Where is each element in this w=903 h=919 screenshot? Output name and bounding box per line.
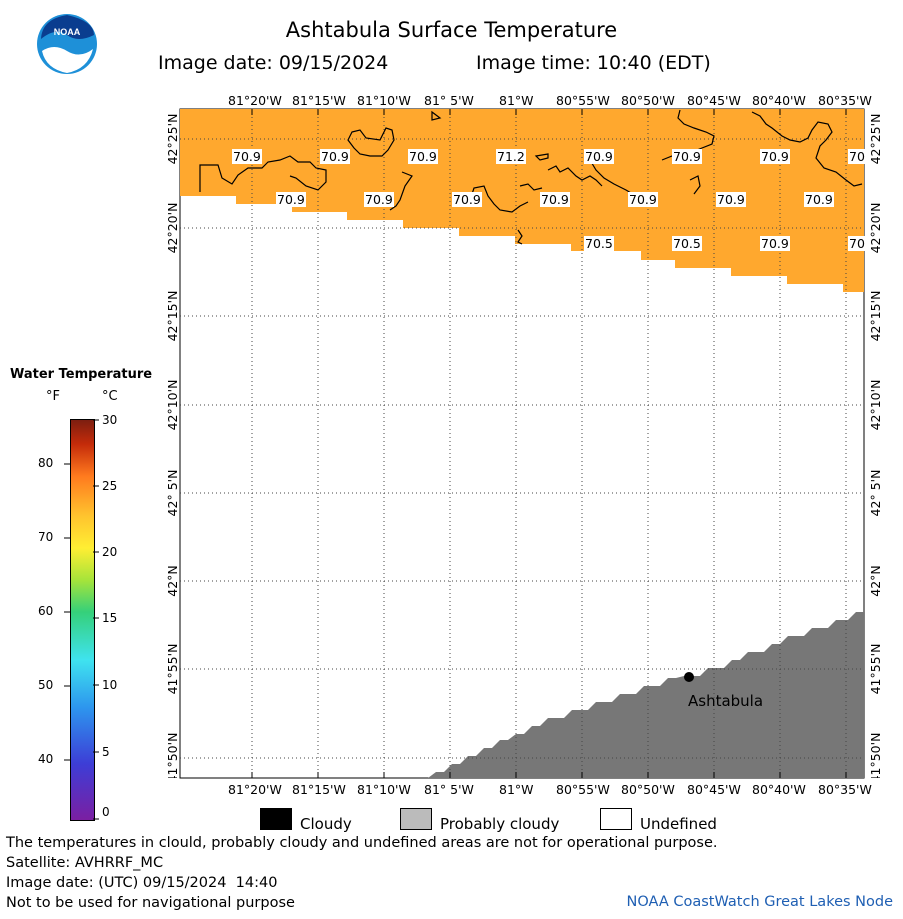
bottom-lon-label: 80°55'W (556, 782, 610, 797)
lat-labels-right-svg: 42°25'N 42°20'N 42°15'N 42°10'N 42° 5'N … (868, 114, 883, 784)
temp-label: 70.9 (232, 149, 262, 164)
temp-label: 71.2 (496, 149, 526, 164)
temp-label: 70.9 (584, 149, 614, 164)
undefined-label: Undefined (640, 815, 717, 833)
lat-labels-right: 42°25'N 42°20'N 42°15'N 42°10'N 42° 5'N … (866, 109, 884, 784)
image-time-label: Image time: 10:40 (EDT) (476, 52, 711, 74)
scale-ticks (64, 419, 99, 821)
temp-label: 70 (848, 236, 866, 251)
logo-text: NOAA (54, 27, 81, 37)
top-lon-label: 80°35'W (818, 93, 872, 108)
navigation-warning: Not to be used for navigational purpose (6, 895, 295, 911)
f-tick-70: 70 (38, 530, 54, 544)
f-tick-50: 50 (38, 678, 54, 692)
c-tick-10: 10 (102, 678, 118, 692)
temp-label: 70.9 (716, 192, 746, 207)
lat-label-left: 42°20'N (165, 203, 180, 254)
top-lon-label: 81°15'W (292, 93, 346, 108)
bottom-lon-label: 80°35'W (818, 782, 872, 797)
land-region (428, 612, 864, 778)
probably-cloudy-label: Probably cloudy (440, 815, 560, 833)
top-lon-label: 81°W (499, 93, 534, 108)
disclaimer-text: The temperatures in clould, probably clo… (6, 835, 718, 851)
c-tick-0: 0 (102, 805, 110, 819)
temp-label: 70.5 (672, 236, 702, 251)
f-tick-40: 40 (38, 752, 54, 766)
city-marker (684, 672, 694, 682)
legend-title: Water Temperature (10, 367, 153, 382)
lat-labels-left-svg: 42°25'N 42°20'N 42°15'N 42°10'N 42° 5'N … (165, 114, 180, 784)
bottom-lon-label: 81°15'W (292, 782, 346, 797)
lat-labels-left: 42°25'N 42°20'N 42°15'N 42°10'N 42° 5'N … (164, 109, 180, 784)
temp-label: 70.9 (540, 192, 570, 207)
lat-label-right: 42°N (868, 565, 883, 597)
noaa-logo-icon: NOAA (37, 14, 97, 74)
lat-label-right: 41°50'N (868, 733, 883, 778)
c-tick-25: 25 (102, 479, 118, 493)
bottom-lon-label: 81°W (499, 782, 534, 797)
bottom-lon-label: 81° 5'W (424, 782, 474, 797)
temp-label: 70.9 (320, 149, 350, 164)
temp-label: 70.9 (364, 192, 394, 207)
top-lon-label: 81° 5'W (424, 93, 474, 108)
lat-label-right: 42°25'N (868, 114, 883, 165)
top-lon-label: 80°50'W (621, 93, 675, 108)
temp-label: 70.9 (628, 192, 658, 207)
undefined-swatch (600, 808, 632, 830)
satellite-text: Satellite: AVHRRF_MC (6, 855, 164, 871)
lat-label-left: 42°15'N (165, 291, 180, 342)
top-lon-label: 80°45'W (687, 93, 741, 108)
probably-cloudy-swatch (400, 808, 432, 830)
bottom-lon-label: 80°45'W (687, 782, 741, 797)
scale-tick-marks (64, 419, 99, 820)
temp-label: 70.9 (452, 192, 482, 207)
color-scale-bar (70, 419, 95, 821)
temp-label: 70.9 (276, 192, 306, 207)
page-title: Ashtabula Surface Temperature (285, 18, 618, 42)
top-lon-label: 80°40'W (752, 93, 806, 108)
utc-date-text: Image date: (UTC) 09/15/2024 14:40 (6, 875, 278, 891)
lat-label-right: 42°10'N (868, 380, 883, 431)
credit-link[interactable]: NOAA CoastWatch Great Lakes Node (626, 894, 893, 910)
unit-fahrenheit: °F (46, 389, 60, 404)
c-tick-15: 15 (102, 611, 118, 625)
temp-label: 70.9 (760, 149, 790, 164)
cloudy-swatch (260, 808, 292, 830)
city-label: Ashtabula (688, 692, 764, 710)
lat-label-left: 42° 5'N (165, 470, 180, 517)
top-lon-label: 81°20'W (228, 93, 282, 108)
lat-label-right: 42° 5'N (868, 470, 883, 517)
c-tick-30: 30 (102, 413, 118, 427)
top-lon-label: 80°55'W (556, 93, 610, 108)
lat-label-left: 42°25'N (165, 114, 180, 165)
image-date-label: Image date: 09/15/2024 (158, 52, 389, 74)
f-tick-60: 60 (38, 604, 54, 618)
unit-celsius: °C (102, 389, 118, 404)
frame-ticks (251, 109, 847, 778)
lat-label-right: 42°20'N (868, 203, 883, 254)
c-tick-20: 20 (102, 545, 118, 559)
temp-label: 70.9 (672, 149, 702, 164)
bottom-lon-label: 80°40'W (752, 782, 806, 797)
noaa-logo: NOAA (36, 13, 98, 75)
f-tick-80: 80 (38, 456, 54, 470)
lat-label-left: 41°50'N (165, 733, 180, 778)
lat-label-right: 42°15'N (868, 291, 883, 342)
bottom-lon-label: 80°50'W (621, 782, 675, 797)
temp-label: 70.9 (408, 149, 438, 164)
lat-label-left: 41°55'N (165, 644, 180, 695)
bottom-lon-label: 81°10'W (357, 782, 411, 797)
top-lon-label: 81°10'W (357, 93, 411, 108)
temp-label: 70.9 (760, 236, 790, 251)
cloudy-label: Cloudy (300, 815, 352, 833)
bottom-lon-label: 81°20'W (228, 782, 282, 797)
lat-label-left: 42°N (165, 565, 180, 597)
temp-label: 70.5 (584, 236, 614, 251)
lat-label-right: 41°55'N (868, 644, 883, 695)
temp-label: 70.9 (804, 192, 834, 207)
temp-label: 70 (848, 149, 866, 164)
lat-label-left: 42°10'N (165, 380, 180, 431)
c-tick-5: 5 (102, 745, 110, 759)
